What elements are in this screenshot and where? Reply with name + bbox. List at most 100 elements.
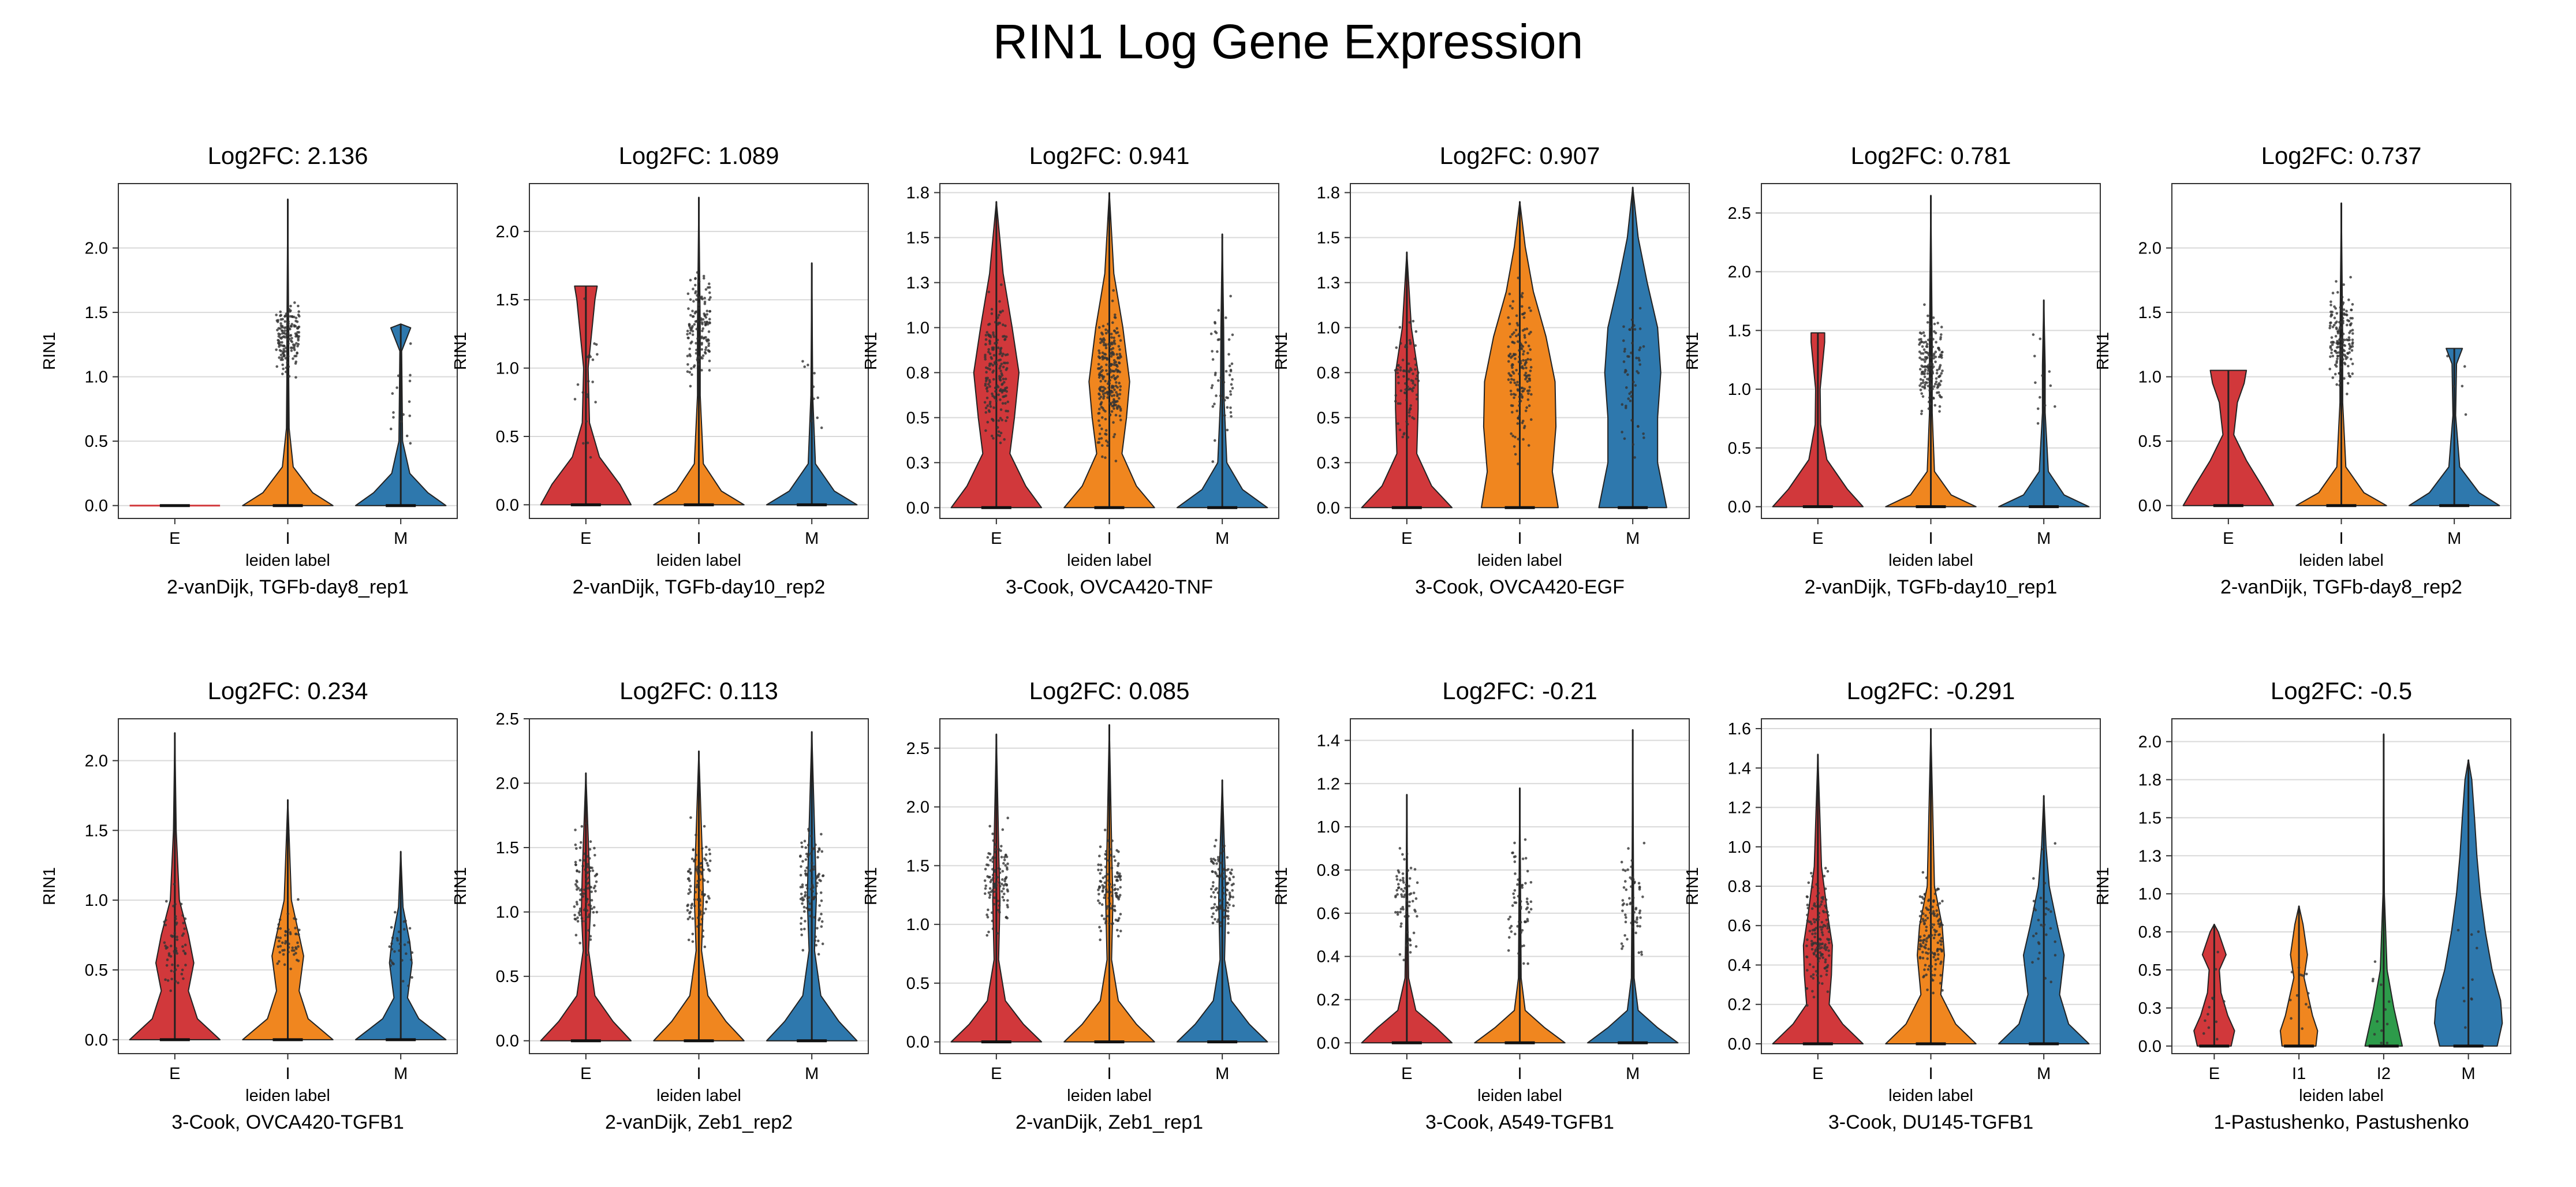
data-point [1924,368,1927,371]
data-point [1516,388,1520,391]
data-point [1115,894,1118,897]
data-point [1806,906,1810,910]
data-point [182,949,185,953]
data-point [1212,912,1215,915]
data-point [1941,369,1944,372]
data-point [169,945,173,947]
data-point [1936,947,1939,951]
data-point [1633,456,1636,459]
data-point [578,870,581,874]
data-point [1098,424,1102,427]
data-point [1521,386,1524,390]
data-point [287,331,290,335]
data-point [816,396,819,400]
data-point [988,875,991,879]
data-point [391,936,394,939]
data-point [1118,393,1122,396]
data-point [1006,361,1009,364]
data-point [1211,358,1215,361]
data-point [1103,885,1106,889]
data-point [696,294,699,297]
data-point [988,401,992,404]
data-point [2032,899,2036,903]
data-point [992,436,995,440]
data-point [1108,922,1111,925]
data-point [1924,919,1927,922]
data-point [294,376,297,379]
data-point [1000,845,1003,848]
data-point [1633,882,1636,884]
data-point [177,981,180,984]
data-point [1104,857,1107,860]
data-point [989,335,992,339]
data-point [708,321,711,324]
x-tick-label: I1 [2292,1065,2306,1083]
data-point [290,315,294,318]
data-point [1110,353,1114,356]
data-point [1211,884,1215,888]
data-point [1824,958,1827,961]
data-point [589,840,592,843]
data-point [279,344,283,347]
data-point [279,353,283,357]
data-point [1001,895,1005,899]
data-point [1808,963,1812,966]
data-point [809,887,813,891]
data-point [1929,905,1932,908]
y-tick-label: 0.0 [1317,499,1340,517]
data-point [1402,958,1406,962]
data-point [998,881,1001,884]
data-point [1226,406,1229,409]
data-point [1407,362,1410,365]
data-point [2452,385,2455,388]
data-point [1119,339,1122,342]
data-point [807,363,809,367]
data-point [807,900,809,903]
data-point [1226,856,1229,859]
data-point [1936,368,1939,372]
data-point [277,945,280,949]
data-point [1923,893,1927,896]
data-point [287,354,290,358]
data-point [991,927,995,931]
data-point [689,910,692,913]
data-point [701,935,705,938]
data-point [1927,400,1931,404]
data-point [574,863,577,867]
data-point [1632,925,1634,929]
data-point [578,889,582,892]
data-point [2338,326,2342,329]
data-point [1100,386,1103,389]
data-point [1397,883,1400,886]
data-point [165,919,167,921]
data-point [991,874,995,876]
data-point [1217,868,1220,871]
x-tick-label: I [696,1065,701,1083]
data-point [1818,957,1821,960]
data-point [2347,364,2350,368]
subplot-caption: 3-Cook, OVCA420-TGFB1 [171,1111,404,1133]
data-point [2346,319,2349,322]
data-point [392,962,395,966]
data-point [2334,349,2337,353]
data-point [695,834,697,837]
y-tick-label: 1.3 [906,274,929,293]
data-point [1918,895,1922,898]
data-point [1214,858,1217,862]
data-point [1005,419,1007,423]
data-point [1936,887,1939,891]
data-point [286,338,290,341]
data-point [277,927,279,930]
data-point [984,411,988,414]
data-point [1937,953,1940,956]
x-tick-label: M [805,529,819,548]
data-point [2043,404,2047,407]
data-point [578,907,582,910]
data-point [1210,386,1214,390]
data-point [1509,927,1511,930]
x-tick-label: M [2462,1065,2476,1083]
data-point [284,940,288,943]
data-point [1517,277,1520,279]
data-point [1513,396,1515,400]
data-point [1511,341,1514,344]
